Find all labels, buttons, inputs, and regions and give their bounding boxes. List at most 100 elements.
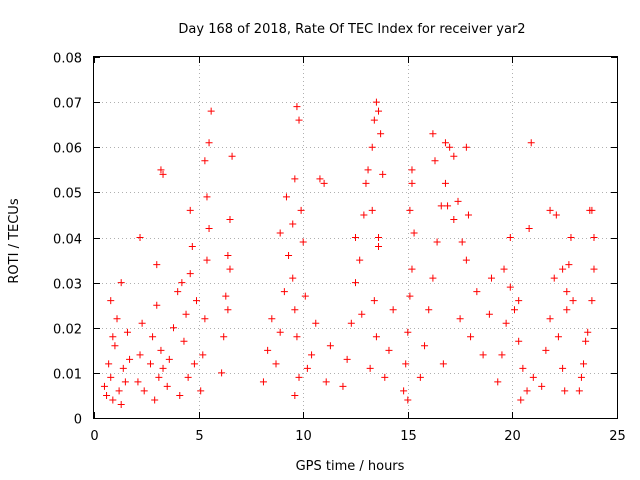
data-point: [372, 333, 380, 341]
data-point: [584, 328, 592, 336]
data-point: [163, 382, 171, 390]
data-point: [226, 265, 234, 273]
data-point: [546, 206, 554, 214]
data-point: [121, 378, 129, 386]
data-point: [157, 166, 165, 174]
data-point: [462, 256, 470, 264]
axis-ticks: 0 5 10 15 20 25 0 0.01 0.02 0.03 0.04 0.05 0.06 0.07 0…: [53, 52, 626, 445]
data-point: [117, 279, 125, 287]
data-point: [352, 279, 359, 287]
x-tick-label: 5: [195, 429, 203, 444]
data-point: [368, 143, 376, 151]
data-point: [293, 333, 301, 341]
x-tick-label: 25: [609, 429, 626, 444]
data-point: [569, 297, 577, 305]
x-tick-label: 15: [400, 429, 417, 444]
data-point: [552, 211, 560, 219]
data-point: [464, 211, 472, 219]
data-point: [385, 346, 393, 354]
plot-frame: [93, 56, 618, 419]
data-point: [360, 211, 368, 219]
data-point: [312, 319, 320, 327]
data-point: [289, 220, 297, 228]
data-point: [370, 116, 378, 124]
data-point: [429, 274, 437, 282]
data-point: [299, 238, 307, 246]
data-point: [588, 206, 596, 214]
data-point: [358, 310, 366, 318]
data-point: [515, 337, 523, 345]
data-point: [297, 206, 305, 214]
data-point: [295, 116, 303, 124]
data-point: [529, 373, 537, 381]
data-point: [291, 391, 299, 399]
data-point: [362, 179, 370, 187]
data-point: [410, 229, 418, 237]
y-tick-label: 0.07: [53, 97, 82, 112]
data-point: [295, 373, 303, 381]
data-point: [366, 364, 374, 372]
data-point: [188, 243, 196, 251]
data-point: [153, 301, 161, 309]
data-point: [550, 274, 558, 282]
data-point: [193, 297, 201, 305]
data-point: [575, 387, 583, 395]
data-point: [291, 175, 299, 183]
data-point: [136, 234, 144, 241]
data-point: [377, 130, 385, 138]
data-point: [105, 360, 113, 368]
data-point: [487, 274, 495, 282]
data-point: [517, 396, 525, 404]
y-tick-label: 0.02: [53, 323, 82, 338]
data-point: [174, 288, 182, 296]
data-point: [126, 355, 134, 363]
data-point: [207, 107, 215, 115]
data-point: [421, 342, 429, 350]
data-point: [343, 355, 351, 363]
data-point: [205, 139, 213, 147]
data-point: [134, 378, 142, 386]
data-point: [431, 157, 439, 165]
data-point: [272, 360, 280, 368]
data-point: [115, 387, 123, 395]
data-point: [565, 261, 573, 269]
data-point: [136, 351, 144, 359]
data-point: [301, 292, 309, 300]
data-point: [515, 297, 523, 305]
data-point: [259, 378, 267, 386]
data-point: [268, 315, 276, 323]
y-tick-label: 0.01: [53, 368, 82, 383]
data-point: [458, 238, 466, 246]
data-point: [404, 328, 412, 336]
data-point: [381, 373, 389, 381]
data-point: [226, 215, 234, 223]
data-point: [450, 215, 458, 223]
data-point: [400, 387, 408, 395]
data-point: [437, 202, 445, 210]
data-point: [590, 265, 598, 273]
data-point: [582, 337, 590, 345]
data-point: [375, 243, 383, 251]
data-point: [519, 364, 527, 372]
data-point: [462, 143, 470, 151]
data-point: [523, 387, 531, 395]
data-point: [220, 333, 228, 341]
data-point: [107, 297, 115, 305]
chart-title: Day 168 of 2018, Rate Of TEC Index for r…: [178, 22, 525, 37]
data-point: [364, 166, 372, 174]
data-point: [554, 333, 562, 341]
data-point: [546, 315, 554, 323]
data-point: [416, 373, 424, 381]
data-point: [485, 310, 493, 318]
data-point: [138, 319, 146, 327]
data-point: [433, 238, 441, 246]
data-point: [197, 387, 205, 395]
data-point: [454, 197, 462, 205]
data-point: [370, 297, 378, 305]
data-point: [151, 396, 159, 404]
data-point: [285, 252, 293, 260]
data-point: [356, 256, 364, 264]
data-point: [320, 179, 328, 187]
data-point: [322, 378, 330, 386]
data-point: [441, 179, 449, 187]
